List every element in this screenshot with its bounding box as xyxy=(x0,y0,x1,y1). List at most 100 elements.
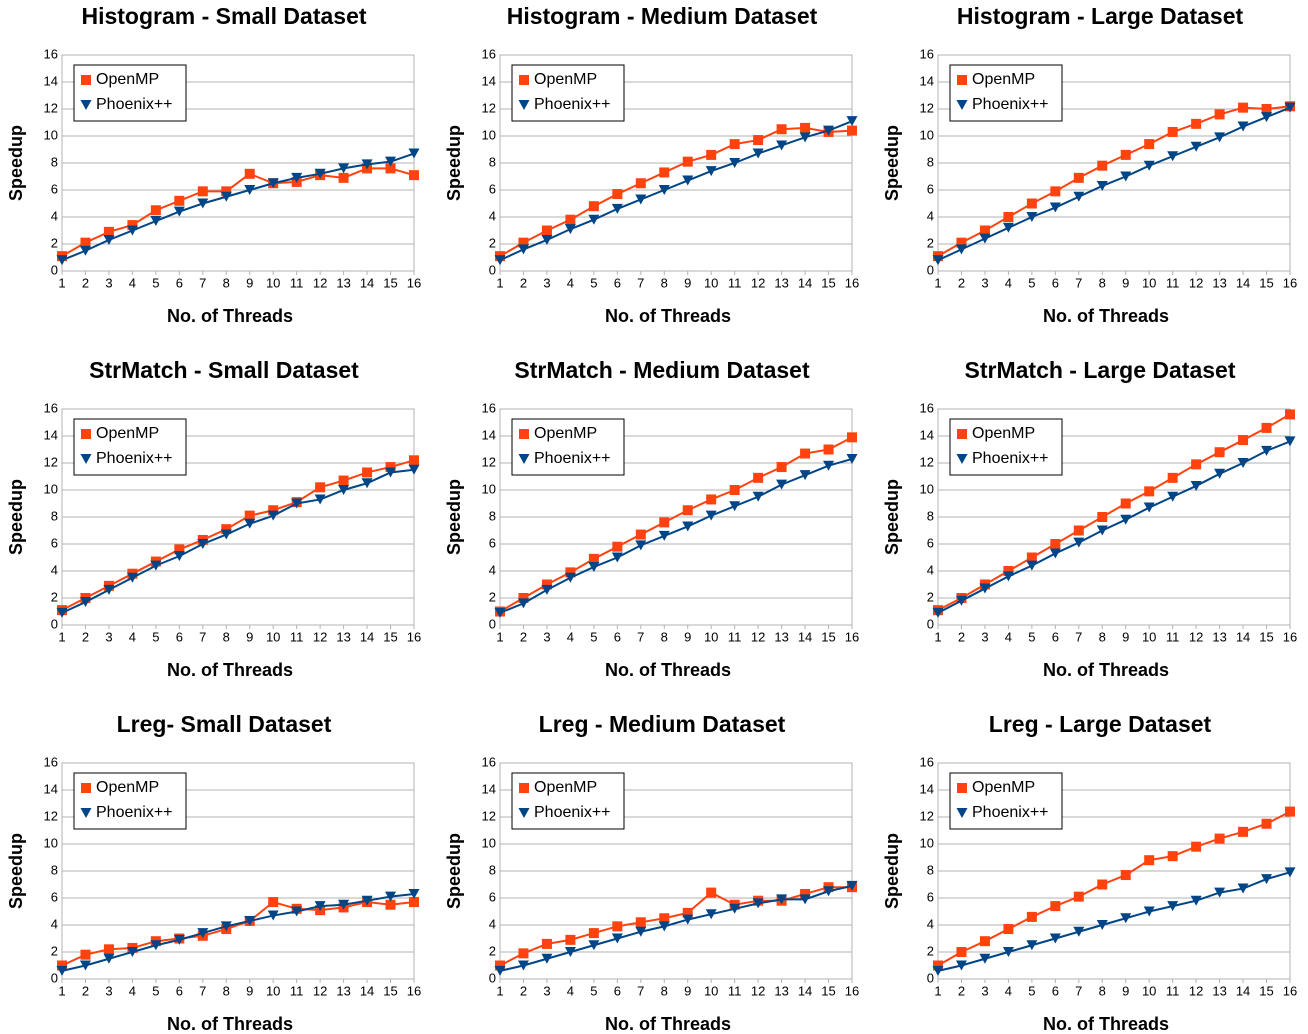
y-axis-label: Speedup xyxy=(444,125,464,201)
marker xyxy=(267,910,279,921)
marker xyxy=(635,529,646,540)
marker xyxy=(846,453,858,464)
legend-box xyxy=(949,64,1063,122)
marker xyxy=(338,163,350,174)
marker xyxy=(173,206,185,217)
legend-label: Phoenix++ xyxy=(96,804,173,821)
marker xyxy=(729,139,740,150)
marker xyxy=(1238,826,1249,837)
marker xyxy=(1167,126,1178,137)
marker xyxy=(57,960,67,971)
marker xyxy=(79,960,91,971)
x-tick-label: 16 xyxy=(1283,275,1297,290)
y-tick-label: 6 xyxy=(489,889,496,904)
legend-label: Phoenix++ xyxy=(534,450,611,467)
marker xyxy=(1097,879,1108,890)
marker xyxy=(291,906,303,917)
marker xyxy=(729,485,740,495)
marker xyxy=(1026,560,1038,571)
marker xyxy=(1120,171,1132,182)
marker xyxy=(519,75,529,85)
x-tick-label: 9 xyxy=(684,275,691,290)
marker xyxy=(956,808,968,818)
series-line xyxy=(937,413,1291,612)
marker xyxy=(361,895,373,906)
x-tick-label: 15 xyxy=(383,275,397,290)
marker xyxy=(541,579,552,590)
y-axis-label: Speedup xyxy=(444,479,464,555)
marker xyxy=(1002,947,1014,957)
series-line xyxy=(61,459,415,612)
y-tick-label: 0 xyxy=(51,262,58,277)
y-axis-label: Speedup xyxy=(444,833,464,909)
x-tick-label: 7 xyxy=(199,983,206,998)
x-tick-label: 9 xyxy=(684,983,691,998)
marker xyxy=(957,75,967,85)
x-tick-label: 7 xyxy=(199,275,206,290)
marker xyxy=(1143,906,1155,917)
marker xyxy=(1167,151,1179,162)
marker xyxy=(612,189,623,200)
marker xyxy=(80,237,91,248)
marker xyxy=(776,479,788,490)
y-tick-label: 6 xyxy=(927,889,934,904)
y-tick-label: 6 xyxy=(51,181,58,196)
x-tick-label: 5 xyxy=(1028,983,1035,998)
marker xyxy=(338,475,349,486)
x-tick-label: 10 xyxy=(704,275,718,290)
marker xyxy=(1120,913,1132,924)
x-tick-label: 7 xyxy=(1075,629,1082,644)
y-tick-label: 12 xyxy=(44,808,58,823)
y-tick-label: 4 xyxy=(51,208,58,223)
series-line xyxy=(499,886,852,967)
marker xyxy=(565,567,576,578)
y-tick-label: 2 xyxy=(927,589,934,604)
marker xyxy=(658,921,670,932)
x-tick-label: 14 xyxy=(798,629,812,644)
marker xyxy=(705,909,717,920)
marker xyxy=(409,455,419,466)
plot-frame xyxy=(61,54,415,272)
x-tick-label: 8 xyxy=(661,629,668,644)
series-line xyxy=(61,152,415,262)
y-tick-label: 16 xyxy=(920,46,934,61)
x-tick-label: 2 xyxy=(82,275,89,290)
x-tick-label: 9 xyxy=(246,983,253,998)
marker xyxy=(1003,924,1014,935)
marker xyxy=(518,948,529,959)
x-tick-label: 4 xyxy=(567,629,574,644)
marker xyxy=(1214,833,1225,844)
y-tick-label: 16 xyxy=(44,46,58,61)
x-axis-label: No. of Threads xyxy=(605,306,731,326)
x-tick-label: 10 xyxy=(1142,629,1156,644)
marker xyxy=(979,583,991,594)
marker xyxy=(1143,160,1155,171)
x-tick-label: 15 xyxy=(1259,629,1273,644)
marker xyxy=(776,462,787,473)
x-tick-label: 8 xyxy=(661,275,668,290)
y-tick-label: 8 xyxy=(489,154,496,169)
marker xyxy=(588,561,600,572)
marker xyxy=(409,897,419,908)
marker xyxy=(1144,139,1155,150)
marker xyxy=(932,607,944,618)
marker xyxy=(541,938,552,949)
marker xyxy=(799,132,811,143)
x-axis-label: No. of Threads xyxy=(167,660,293,680)
legend-box xyxy=(511,64,625,122)
y-tick-label: 4 xyxy=(51,916,58,931)
x-tick-label: 11 xyxy=(728,629,742,644)
x-tick-label: 2 xyxy=(958,629,965,644)
x-axis-label: No. of Threads xyxy=(1043,660,1169,680)
y-tick-label: 4 xyxy=(489,562,496,577)
marker xyxy=(385,163,396,174)
y-tick-label: 12 xyxy=(44,100,58,115)
y-axis-label: Speedup xyxy=(882,833,902,909)
marker xyxy=(314,494,326,505)
marker xyxy=(385,462,396,473)
x-tick-label: 5 xyxy=(152,275,159,290)
x-tick-label: 16 xyxy=(407,275,421,290)
x-tick-label: 12 xyxy=(313,275,327,290)
marker xyxy=(611,933,623,944)
x-tick-label: 6 xyxy=(176,275,183,290)
